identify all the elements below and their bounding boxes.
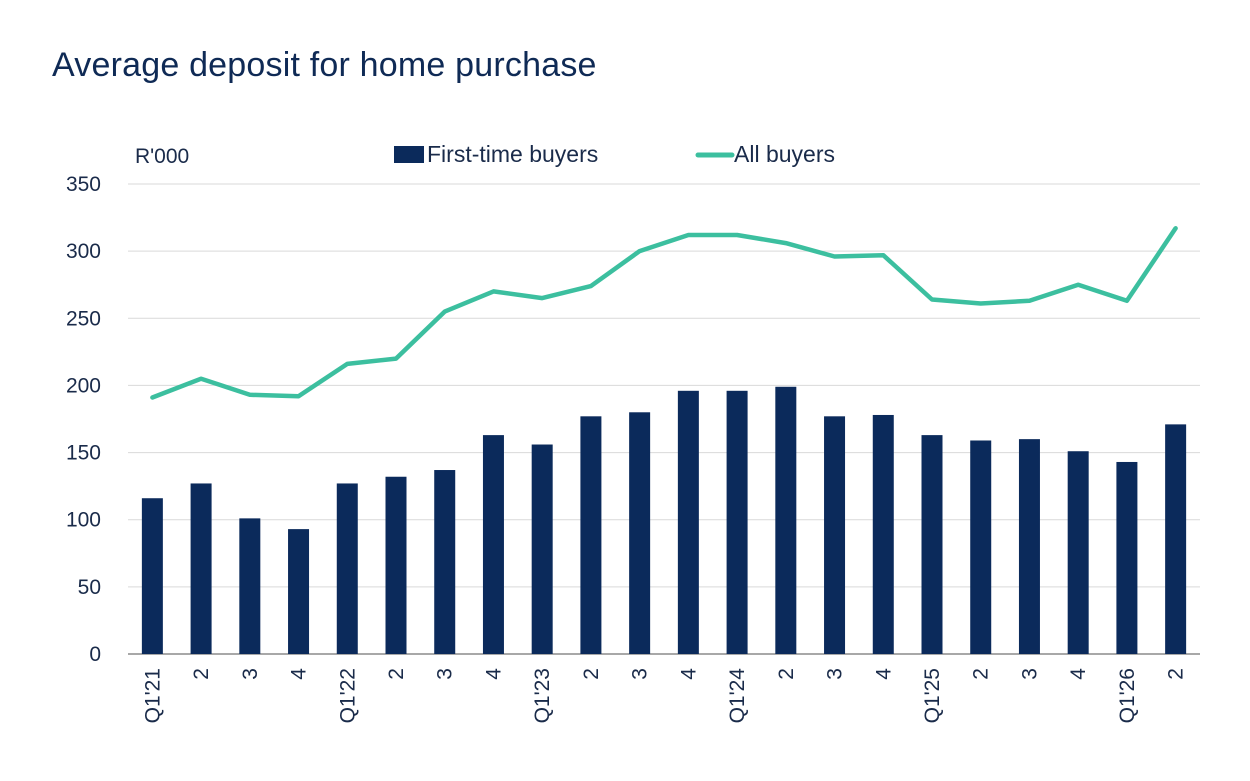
legend-item-all-buyers: All buyers (695, 141, 835, 167)
x-tick-label: 4 (677, 668, 700, 680)
x-tick-label: 2 (970, 668, 993, 680)
legend: First-time buyers All buyers (394, 141, 835, 167)
x-tick-label: 4 (1067, 668, 1090, 680)
bar-first-time-buyers (1165, 424, 1187, 654)
x-tick-label: Q1'25 (921, 668, 944, 723)
legend-swatch-first-time-buyers (394, 146, 424, 163)
bar-first-time-buyers (239, 518, 261, 654)
bar-first-time-buyers (1116, 461, 1138, 654)
x-tick-label: 4 (872, 668, 895, 680)
legend-label-all-buyers: All buyers (734, 141, 835, 167)
y-tick-label: 50 (78, 576, 101, 599)
x-tick-label: 2 (775, 668, 798, 680)
bar-first-time-buyers (970, 440, 992, 654)
x-tick-label: 2 (1165, 668, 1188, 680)
y-tick-label: 300 (66, 240, 101, 263)
bar-first-time-buyers (482, 435, 504, 654)
bar-series (141, 386, 1187, 654)
bar-first-time-buyers (190, 483, 212, 654)
y-tick-label: 250 (66, 307, 101, 330)
line-series (150, 226, 1178, 400)
bar-first-time-buyers (1067, 451, 1089, 654)
x-tick-label: 3 (629, 668, 652, 680)
x-tick-label: 3 (239, 668, 262, 680)
x-tick-label: 3 (1018, 668, 1041, 680)
x-tick-label: Q1'24 (726, 668, 749, 724)
x-tick-label: 3 (824, 668, 847, 680)
bar-first-time-buyers (434, 470, 456, 654)
y-axis: 0 50 100 150 200 250 300 350 (66, 173, 101, 666)
bar-first-time-buyers (385, 476, 407, 654)
x-tick-label: 4 (482, 668, 505, 680)
y-tick-label: 150 (66, 442, 101, 465)
bar-first-time-buyers (775, 386, 797, 654)
x-tick-label: 3 (434, 668, 457, 680)
bar-first-time-buyers (677, 390, 699, 654)
bar-first-time-buyers (531, 444, 553, 654)
legend-label-first-time-buyers: First-time buyers (427, 141, 598, 167)
bar-first-time-buyers (1018, 439, 1040, 654)
chart-title: Average deposit for home purchase (52, 46, 597, 84)
bar-first-time-buyers (336, 483, 358, 654)
y-tick-label: 100 (66, 509, 101, 532)
x-tick-label: 4 (288, 668, 311, 680)
x-axis: Q1'21 2 3 4 Q1'22 2 3 4 Q1'23 2 3 4 Q1'24 2 3 4 Q1'25 2 3 4… (141, 668, 1187, 724)
legend-item-first-time-buyers: First-time buyers (394, 141, 598, 167)
y-tick-label: 0 (89, 643, 101, 666)
bar-first-time-buyers (872, 414, 894, 654)
x-tick-label: Q1'26 (1116, 668, 1139, 723)
bar-first-time-buyers (141, 498, 163, 654)
bar-first-time-buyers (288, 529, 310, 654)
bar-first-time-buyers (629, 412, 651, 654)
bar-first-time-buyers (921, 435, 943, 654)
bar-first-time-buyers (580, 416, 602, 654)
bar-first-time-buyers (726, 390, 748, 654)
x-tick-label: Q1'22 (336, 668, 359, 723)
y-unit-label: R'000 (135, 145, 189, 168)
y-tick-label: 350 (66, 173, 101, 196)
x-tick-label: 2 (190, 668, 213, 680)
y-tick-label: 200 (66, 374, 101, 397)
x-tick-label: 2 (580, 668, 603, 680)
bar-first-time-buyers (824, 416, 846, 654)
x-tick-label: Q1'23 (531, 668, 554, 723)
x-tick-label: 2 (385, 668, 408, 680)
x-tick-label: Q1'21 (141, 668, 164, 723)
line-all-buyers (150, 226, 1178, 400)
